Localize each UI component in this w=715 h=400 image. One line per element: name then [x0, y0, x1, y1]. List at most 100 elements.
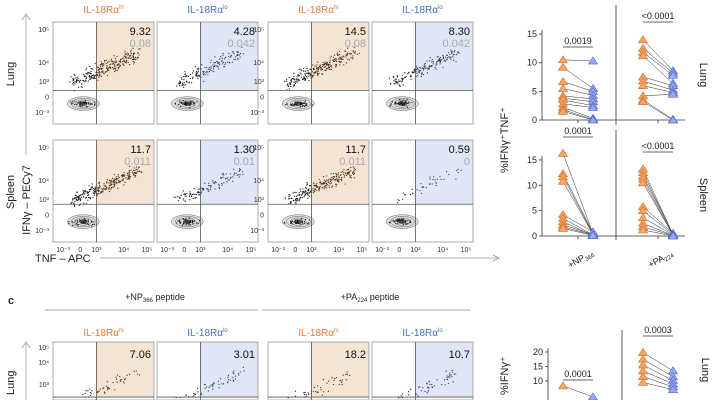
marker-hi — [557, 83, 569, 92]
event-dot — [308, 189, 310, 192]
event-dot — [89, 198, 91, 200]
event-dot — [117, 66, 119, 69]
pair-line — [562, 218, 594, 236]
event-dot — [201, 190, 203, 192]
event-dot — [119, 61, 121, 63]
pair-line — [562, 214, 594, 233]
column-header-hi: IL-18Rαhi — [83, 328, 123, 339]
event-dot — [198, 75, 200, 78]
event-dot — [304, 391, 306, 394]
event-dot — [284, 197, 287, 199]
event-dot — [401, 198, 404, 200]
event-dot — [105, 187, 107, 190]
event-dot — [328, 184, 330, 187]
event-dot — [91, 225, 93, 227]
event-dot — [217, 380, 220, 382]
event-dot — [448, 372, 451, 374]
control-value: 0.08 — [130, 38, 151, 50]
event-dot — [352, 173, 355, 176]
event-dot — [424, 390, 426, 393]
event-dot — [312, 189, 314, 192]
event-dot — [333, 54, 336, 56]
event-dot — [350, 53, 352, 55]
event-dot — [202, 71, 204, 73]
event-dot — [182, 190, 185, 192]
event-dot — [346, 173, 348, 175]
event-dot — [189, 199, 191, 201]
event-dot — [93, 223, 95, 226]
event-dot — [136, 169, 138, 171]
event-dot — [307, 73, 309, 75]
pair-line — [562, 226, 594, 236]
event-dot — [179, 196, 181, 198]
event-dot — [331, 66, 333, 68]
category-label: +PA224 — [646, 248, 676, 272]
event-dot — [181, 84, 183, 86]
event-dot — [320, 389, 322, 391]
event-dot — [239, 52, 242, 55]
event-dot — [353, 171, 355, 173]
event-dot — [420, 67, 422, 69]
event-dot — [82, 102, 84, 104]
event-dot — [303, 222, 306, 224]
y-tick-label: 10³ — [39, 382, 50, 389]
event-dot — [297, 74, 299, 76]
event-dot — [451, 371, 454, 373]
event-dot — [203, 80, 205, 83]
event-dot — [346, 52, 348, 54]
event-dot — [87, 196, 89, 199]
event-dot — [214, 62, 216, 64]
event-dot — [318, 190, 320, 192]
event-dot — [392, 76, 394, 78]
event-dot — [237, 51, 239, 53]
event-dot — [123, 174, 126, 177]
p-value: <0.0001 — [642, 11, 675, 21]
event-dot — [97, 190, 100, 193]
event-dot — [297, 102, 299, 104]
event-dot — [123, 184, 125, 186]
event-dot — [335, 66, 337, 68]
event-dot — [335, 65, 337, 67]
event-dot — [413, 68, 415, 70]
event-dot — [332, 172, 335, 175]
event-dot — [409, 219, 411, 221]
event-dot — [326, 187, 328, 189]
event-dot — [78, 86, 80, 88]
percent-value: 11.7 — [130, 144, 151, 156]
category-sub: 366 — [584, 252, 596, 263]
event-dot — [88, 224, 90, 226]
event-dot — [298, 74, 301, 77]
pair-line — [562, 103, 594, 108]
event-dot — [223, 66, 225, 68]
event-dot — [227, 376, 229, 378]
event-dot — [119, 60, 121, 62]
event-dot — [73, 205, 76, 207]
percent-value: 11.7 — [345, 144, 366, 156]
event-dot — [437, 178, 439, 180]
event-dot — [232, 372, 234, 374]
event-dot — [128, 57, 130, 60]
peptide-group-label: +NP366 peptide — [125, 292, 185, 304]
event-dot — [332, 177, 335, 180]
event-dot — [431, 61, 433, 63]
event-dot — [457, 168, 459, 170]
event-dot — [407, 106, 409, 109]
event-dot — [328, 68, 330, 70]
event-dot — [90, 78, 92, 80]
event-dot — [90, 187, 92, 189]
event-dot — [207, 390, 209, 392]
event-dot — [72, 83, 74, 85]
header-text: IL-18Rα — [402, 5, 438, 16]
event-dot — [124, 378, 126, 380]
event-dot — [304, 100, 306, 102]
event-dot — [431, 183, 433, 185]
event-dot — [75, 223, 77, 225]
event-dot — [313, 188, 315, 190]
event-dot — [288, 82, 290, 84]
event-dot — [138, 54, 140, 56]
event-dot — [108, 179, 111, 182]
y-tick-label: 10⁻³ — [250, 110, 264, 117]
event-dot — [175, 222, 178, 224]
event-dot — [184, 103, 186, 105]
x-tick-label: 10⁴ — [222, 247, 233, 254]
